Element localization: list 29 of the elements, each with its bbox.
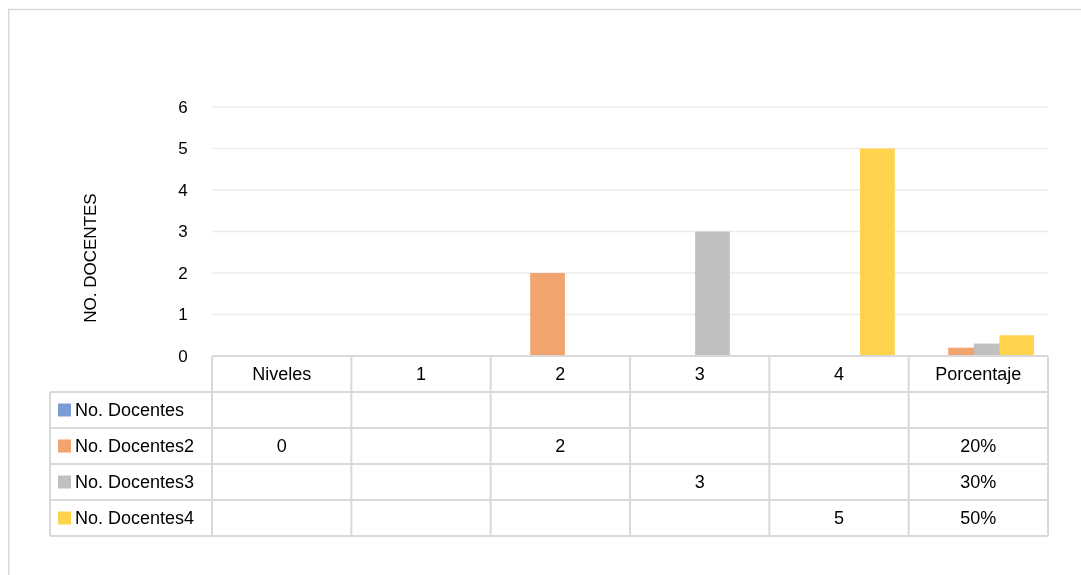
y-axis-title: NO. DOCENTES <box>80 193 100 323</box>
y-tick-label: 0 <box>178 346 188 366</box>
legend-label: No. Docentes3 <box>75 472 195 492</box>
data-label: 3 <box>694 472 705 492</box>
data-label: 5 <box>833 508 845 528</box>
x-tick-label: Niveles <box>252 364 312 384</box>
y-tick-label: 5 <box>178 139 188 158</box>
x-tick-label: Porcentaje <box>935 364 1022 384</box>
x-tick-label: 3 <box>694 364 705 384</box>
data-label: 0 <box>276 436 287 456</box>
y-tick-label: 3 <box>178 222 188 241</box>
legend-label: No. Docentes <box>75 400 185 420</box>
x-tick-label: 1 <box>415 364 427 384</box>
legend-label: No. Docentes2 <box>75 436 195 456</box>
y-tick-label: 4 <box>178 180 188 200</box>
bar <box>695 231 730 356</box>
x-tick-label: 2 <box>555 364 566 384</box>
data-label: 2 <box>555 436 566 456</box>
x-tick-label: 4 <box>833 364 845 384</box>
data-label: 50% <box>960 508 997 528</box>
data-label: 20% <box>960 436 997 456</box>
bar <box>530 273 565 356</box>
bar <box>999 335 1035 356</box>
y-tick-label: 1 <box>178 305 188 324</box>
legend-label: No. Docentes4 <box>75 508 195 528</box>
y-tick-label: 2 <box>178 263 188 283</box>
bar <box>860 148 895 356</box>
y-tick-label: 6 <box>178 97 188 117</box>
data-label: 30% <box>960 472 997 492</box>
